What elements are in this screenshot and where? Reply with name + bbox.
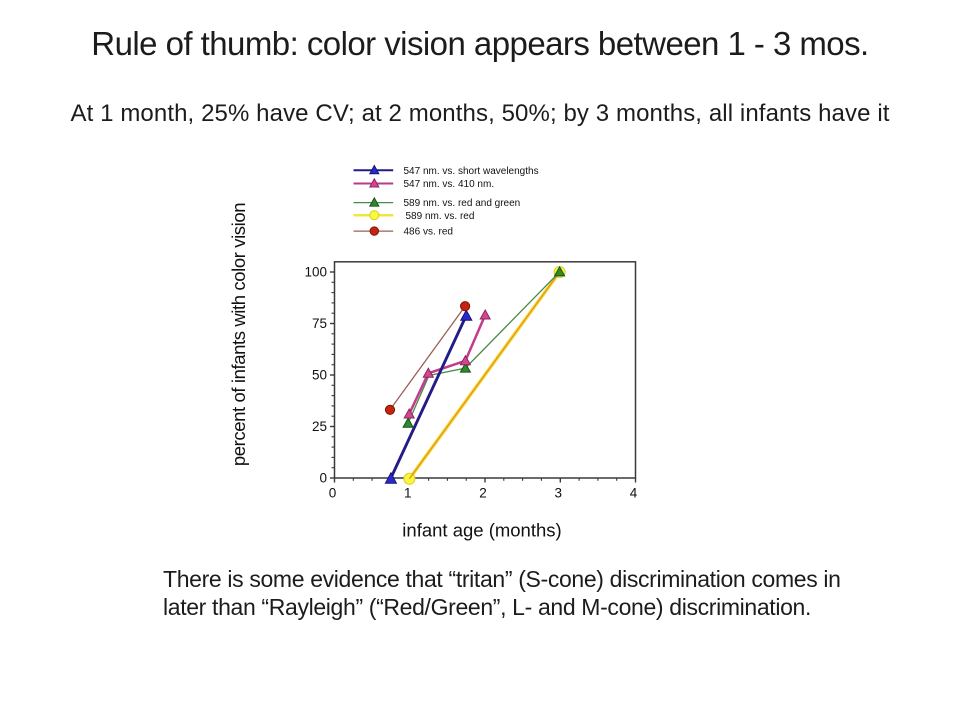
svg-text:0: 0 bbox=[319, 471, 327, 486]
svg-text:50: 50 bbox=[312, 368, 327, 383]
svg-text:100: 100 bbox=[304, 265, 327, 280]
svg-text:4: 4 bbox=[630, 486, 638, 501]
svg-text:infant age (months): infant age (months) bbox=[402, 520, 561, 541]
svg-text:589 nm. vs. red and green: 589 nm. vs. red and green bbox=[404, 198, 521, 209]
svg-text:2: 2 bbox=[479, 486, 487, 501]
svg-text:3: 3 bbox=[555, 486, 563, 501]
svg-text:75: 75 bbox=[312, 316, 327, 331]
svg-text:25: 25 bbox=[312, 419, 327, 434]
svg-text:1: 1 bbox=[404, 486, 412, 501]
svg-text:486 vs. red: 486 vs. red bbox=[404, 227, 453, 238]
svg-text:547 nm. vs. short wavelengths: 547 nm. vs. short wavelengths bbox=[404, 166, 539, 177]
svg-text:0: 0 bbox=[329, 486, 337, 501]
svg-text:percent of infants with color: percent of infants with color vision bbox=[228, 203, 249, 466]
svg-text:589 nm. vs. red: 589 nm. vs. red bbox=[406, 211, 475, 222]
svg-text:547 nm. vs. 410 nm.: 547 nm. vs. 410 nm. bbox=[404, 179, 495, 190]
